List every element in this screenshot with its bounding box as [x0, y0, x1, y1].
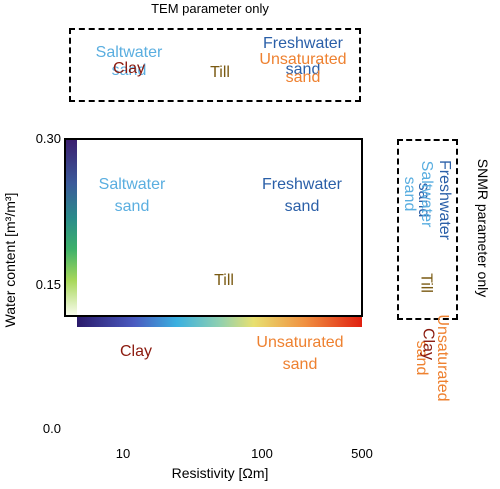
x-tick-500: 500: [351, 446, 373, 461]
tem-saltwater-line2: sand: [111, 62, 147, 79]
main-unsaturated-label: Unsaturated sand: [245, 334, 355, 374]
snmr-saltwater-label: Saltwater sand: [401, 161, 435, 228]
tem-freshwater-label: Freshwater sand: [248, 35, 358, 79]
tem-saltwater-line1: Saltwater: [95, 44, 163, 61]
tem-panel-title: TEM parameter only: [151, 1, 269, 16]
y-tick-00: 0.0: [42, 421, 61, 436]
snmr-clay-label: Clay: [419, 327, 437, 361]
tem-clay-label: Clay: [112, 60, 145, 77]
tem-unsaturated-line1: Unsaturated: [259, 51, 347, 68]
main-freshwater-label: Freshwater sand: [247, 176, 357, 216]
snmr-till-label: Till: [417, 273, 435, 293]
tem-unsaturated-label: Unsaturated sand: [248, 51, 358, 87]
y-tick-015: 0.15: [35, 277, 61, 292]
main-saltwater-label: Saltwater sand: [82, 176, 182, 216]
tem-panel-box: [69, 28, 361, 102]
main-plot-frame: [64, 138, 363, 317]
tem-saltwater-label: Saltwater sand: [84, 44, 174, 80]
snmr-panel-title: SNMR parameter only: [475, 158, 491, 298]
x-tick-100: 100: [251, 446, 273, 461]
snmr-saltwater-line1: Saltwater: [418, 160, 435, 228]
resistivity-colorbar: [77, 316, 362, 327]
x-axis-label: Resistivity [Ωm]: [171, 465, 269, 481]
main-freshwater-line1: Freshwater: [261, 176, 343, 193]
main-unsaturated-line1: Unsaturated: [256, 334, 344, 351]
snmr-freshwater-line1: Freshwater: [436, 159, 453, 241]
y-axis-label: Water content [m³/m³]: [2, 192, 18, 328]
main-till-label: Till: [214, 272, 234, 289]
x-tick-10: 10: [115, 446, 131, 461]
snmr-panel-title-wrap: SNMR parameter only: [475, 159, 491, 298]
main-saltwater-line1: Saltwater: [98, 176, 166, 193]
tem-unsaturated-line2: sand: [285, 69, 321, 86]
tem-till-label: Till: [210, 64, 230, 81]
tem-freshwater-line1: Freshwater: [262, 35, 344, 52]
snmr-panel-box: [397, 139, 458, 320]
main-freshwater-line2: sand: [284, 198, 320, 215]
y-tick-030: 0.30: [35, 131, 61, 146]
y-axis-label-wrap: Water content [m³/m³]: [0, 193, 20, 328]
water-content-colorbar: [64, 139, 77, 316]
main-unsaturated-line2: sand: [282, 356, 318, 373]
main-saltwater-line2: sand: [114, 198, 150, 215]
tem-freshwater-line2: sand: [285, 61, 321, 78]
snmr-saltwater-line2: sand: [401, 176, 418, 212]
snmr-unsaturated-line1: Unsaturated: [434, 314, 451, 402]
main-clay-label: Clay: [119, 343, 152, 360]
